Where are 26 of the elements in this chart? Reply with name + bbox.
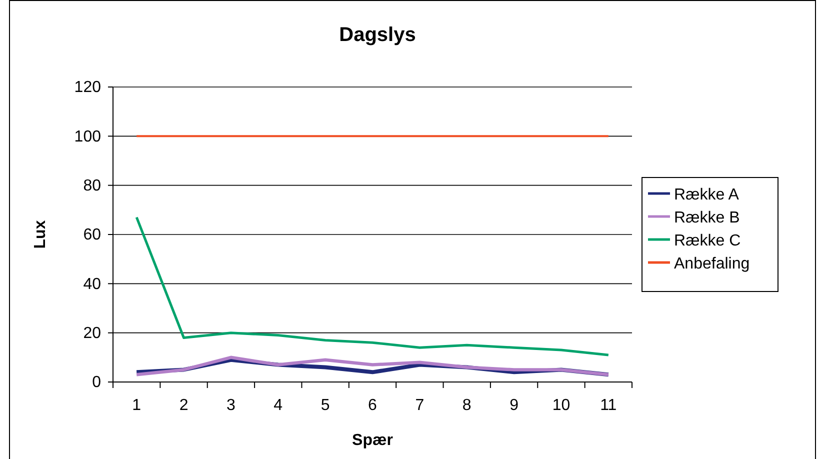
x-tick-label: 5 [320, 397, 330, 414]
y-tick-label: 120 [74, 79, 102, 96]
chart-title: Dagslys [339, 24, 416, 46]
x-tick-label: 8 [462, 397, 472, 414]
x-tick-label: 7 [415, 397, 424, 414]
x-tick-label: 4 [274, 397, 283, 414]
legend-label: Række A [674, 186, 740, 204]
line-series [135, 216, 610, 356]
y-tick-label: 20 [83, 324, 102, 342]
y-tick-label: 0 [92, 374, 102, 392]
x-tick-label: 9 [510, 397, 519, 414]
x-tick-label: 3 [226, 397, 236, 414]
y-tick-label: 60 [83, 226, 102, 244]
legend-label: Række C [674, 232, 741, 250]
x-tick-label: 6 [368, 397, 378, 414]
y-tick-label: 100 [74, 128, 102, 146]
y-tick-label: 40 [83, 276, 102, 293]
legend-label: Række B [674, 210, 740, 226]
x-tick-label: 11 [600, 397, 617, 414]
x-tick-label: 2 [179, 397, 188, 414]
x-tick-label: 1 [132, 397, 142, 414]
x-axis-title: Spær [352, 432, 393, 449]
legend-label: Anbefaling [674, 256, 750, 272]
y-tick-label: 80 [83, 177, 102, 194]
x-tick-label: 10 [552, 397, 570, 414]
y-axis-title: Lux [32, 220, 49, 249]
